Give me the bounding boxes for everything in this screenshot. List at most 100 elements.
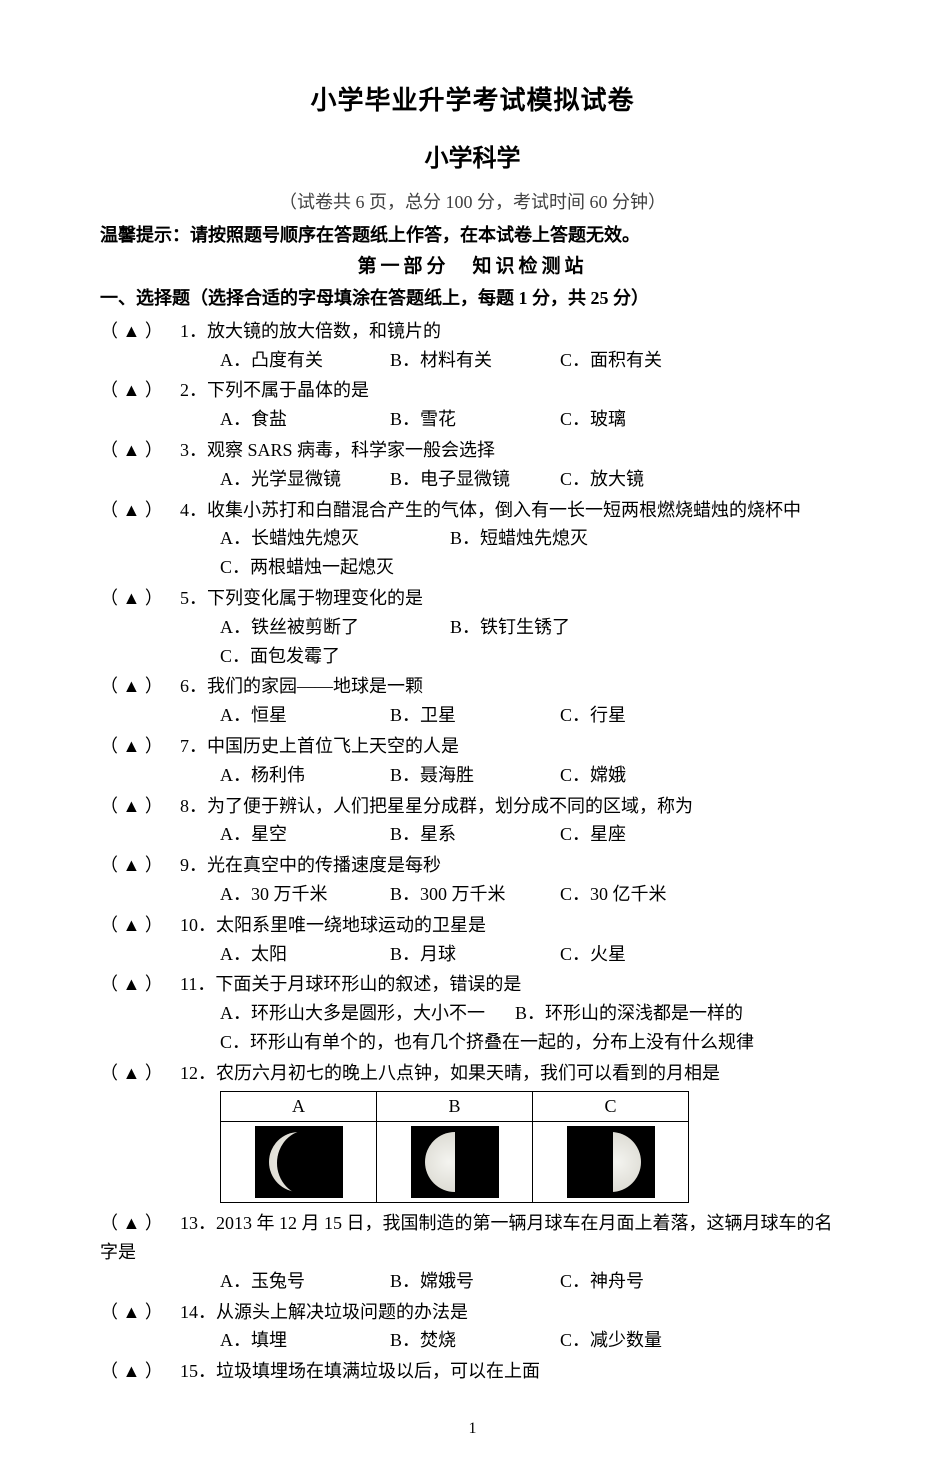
answer-option: C．减少数量 [560,1326,730,1355]
question-stem: （ ▲ ）14．从源头上解决垃圾问题的办法是 [100,1298,845,1327]
page-number: 1 [100,1416,845,1442]
answer-marker: （ ▲ ） [100,496,180,525]
answer-option: A．光学显微镜 [220,465,390,494]
question-stem: （ ▲ ）11．下面关于月球环形山的叙述，错误的是 [100,970,845,999]
question-text: 放大镜的放大倍数，和镜片的 [207,321,441,341]
title-main: 小学毕业升学考试模拟试卷 [100,80,845,122]
answer-marker: （ ▲ ） [100,1357,180,1386]
answer-marker: （ ▲ ） [100,732,180,761]
question: （ ▲ ）7．中国历史上首位飞上天空的人是A．杨利伟B．聂海胜C．嫦娥 [100,732,845,790]
answer-row: A．太阳B．月球C．火星 [100,940,845,969]
question: （ ▲ ）13．2013 年 12 月 15 日，我国制造的第一辆月球车在月面上… [100,1209,845,1295]
question-number: 15． [180,1357,216,1386]
question-stem: （ ▲ ）8．为了便于辨认，人们把星星分成群，划分成不同的区域，称为 [100,792,845,821]
question-text: 我们的家园——地球是一颗 [207,676,423,696]
answer-option: B．焚烧 [390,1326,560,1355]
answer-marker: （ ▲ ） [100,911,180,940]
question-list: （ ▲ ）1．放大镜的放大倍数，和镜片的A．凸度有关B．材料有关C．面积有关（ … [100,317,845,1386]
question: （ ▲ ）11．下面关于月球环形山的叙述，错误的是A．环形山大多是圆形，大小不一… [100,970,845,1056]
answer-row: A．30 万千米B．300 万千米C．30 亿千米 [100,880,845,909]
question-number: 3． [180,436,207,465]
question-stem: （ ▲ ）7．中国历史上首位飞上天空的人是 [100,732,845,761]
question: （ ▲ ）9．光在真空中的传播速度是每秒A．30 万千米B．300 万千米C．3… [100,851,845,909]
question: （ ▲ ）3．观察 SARS 病毒，科学家一般会选择 A．光学显微镜B．电子显微镜… [100,436,845,494]
question: （ ▲ ）5．下列变化属于物理变化的是A．铁丝被剪断了B．铁钉生锈了C．面包发霉… [100,584,845,670]
answer-option: B．材料有关 [390,346,560,375]
question-stem: （ ▲ ）6．我们的家园——地球是一颗 [100,672,845,701]
answer-option: C．面积有关 [560,346,730,375]
answer-option: B．电子显微镜 [390,465,560,494]
answer-option: B．月球 [390,940,560,969]
answer-option: B．卫星 [390,701,560,730]
answer-option: C．环形山有单个的，也有几个挤叠在一起的，分布上没有什么规律 [220,1032,784,1052]
question-number: 1． [180,317,207,346]
answer-marker: （ ▲ ） [100,672,180,701]
answer-option: C．两根蜡烛一起熄灭 [220,553,450,582]
question-text: 太阳系里唯一绕地球运动的卫星是 [216,915,486,935]
answer-option: B．短蜡烛先熄灭 [450,524,680,553]
question-stem: （ ▲ ）1．放大镜的放大倍数，和镜片的 [100,317,845,346]
answer-option: C．面包发霉了 [220,642,450,671]
answer-option: C．星座 [560,820,730,849]
answer-option: A．食盐 [220,405,390,434]
question-number: 14． [180,1298,216,1327]
answer-option: A．环形山大多是圆形，大小不一 [220,1003,515,1023]
answer-option: A．凸度有关 [220,346,390,375]
question: （ ▲ ）8．为了便于辨认，人们把星星分成群，划分成不同的区域，称为A．星空B．… [100,792,845,850]
moon-cell [377,1122,533,1203]
question: （ ▲ ）6．我们的家园——地球是一颗A．恒星B．卫星C．行星 [100,672,845,730]
answer-option: B．雪花 [390,405,560,434]
question-stem: （ ▲ ）10．太阳系里唯一绕地球运动的卫星是 [100,911,845,940]
answer-marker: （ ▲ ） [100,1209,180,1238]
question-stem: （ ▲ ）9．光在真空中的传播速度是每秒 [100,851,845,880]
answer-row: A．星空B．星系C．星座 [100,820,845,849]
answer-option: C．嫦娥 [560,761,730,790]
question-text: 收集小苏打和白醋混合产生的气体，倒入有一长一短两根燃烧蜡烛的烧杯中 [207,500,801,520]
answer-option: A．30 万千米 [220,880,390,909]
answer-option: C．行星 [560,701,730,730]
question-number: 8． [180,792,207,821]
answer-option: A．玉兔号 [220,1267,390,1296]
question-text: 光在真空中的传播速度是每秒 [207,855,441,875]
question: （ ▲ ）4．收集小苏打和白醋混合产生的气体，倒入有一长一短两根燃烧蜡烛的烧杯中… [100,496,845,582]
question-stem: （ ▲ ）4．收集小苏打和白醋混合产生的气体，倒入有一长一短两根燃烧蜡烛的烧杯中 [100,496,845,525]
moon-label: B [377,1092,533,1122]
answer-row: A．食盐B．雪花C．玻璃 [100,405,845,434]
answer-option: A．星空 [220,820,390,849]
question: （ ▲ ）15．垃圾填埋场在填满垃圾以后，可以在上面 [100,1357,845,1386]
question-number: 13． [180,1209,216,1238]
moon-phase-icon [411,1126,499,1198]
question-number: 10． [180,911,216,940]
moon-label: C [533,1092,689,1122]
question-text: 中国历史上首位飞上天空的人是 [207,736,459,756]
answer-row: C．环形山有单个的，也有几个挤叠在一起的，分布上没有什么规律 [100,1028,845,1057]
answer-option: C．30 亿千米 [560,880,730,909]
hint-line: 温馨提示：请按照题号顺序在答题纸上作答，在本试卷上答题无效。 [100,221,845,250]
question-text: 观察 SARS 病毒，科学家一般会选择 [207,440,495,460]
answer-marker: （ ▲ ） [100,436,180,465]
answer-option: A．恒星 [220,701,390,730]
answer-option: C．玻璃 [560,405,730,434]
answer-option: B．铁钉生锈了 [450,613,680,642]
question-stem: （ ▲ ）13．2013 年 12 月 15 日，我国制造的第一辆月球车在月面上… [100,1209,845,1267]
answer-row: A．长蜡烛先熄灭B．短蜡烛先熄灭C．两根蜡烛一起熄灭 [100,524,845,582]
answer-option: C．火星 [560,940,730,969]
answer-row: A．凸度有关B．材料有关C．面积有关 [100,346,845,375]
question: （ ▲ ）2．下列不属于晶体的是A．食盐B．雪花C．玻璃 [100,376,845,434]
answer-row: A．填埋B．焚烧C．减少数量 [100,1326,845,1355]
answer-row: A．光学显微镜B．电子显微镜C．放大镜 [100,465,845,494]
answer-marker: （ ▲ ） [100,792,180,821]
part-title: 第一部分 知识检测站 [100,252,845,282]
question-stem: （ ▲ ）15．垃圾填埋场在填满垃圾以后，可以在上面 [100,1357,845,1386]
question-number: 9． [180,851,207,880]
answer-option: B．嫦娥号 [390,1267,560,1296]
question-text: 为了便于辨认，人们把星星分成群，划分成不同的区域，称为 [207,796,693,816]
answer-marker: （ ▲ ） [100,584,180,613]
question: （ ▲ ）12．农历六月初七的晚上八点钟，如果天晴，我们可以看到的月相是ABC [100,1059,845,1204]
moon-cell [221,1122,377,1203]
meta-line: （试卷共 6 页，总分 100 分，考试时间 60 分钟） [100,188,845,217]
question-number: 2． [180,376,207,405]
answer-row: A．环形山大多是圆形，大小不一B．环形山的深浅都是一样的 [100,999,845,1028]
question-number: 6． [180,672,207,701]
answer-marker: （ ▲ ） [100,1059,180,1088]
